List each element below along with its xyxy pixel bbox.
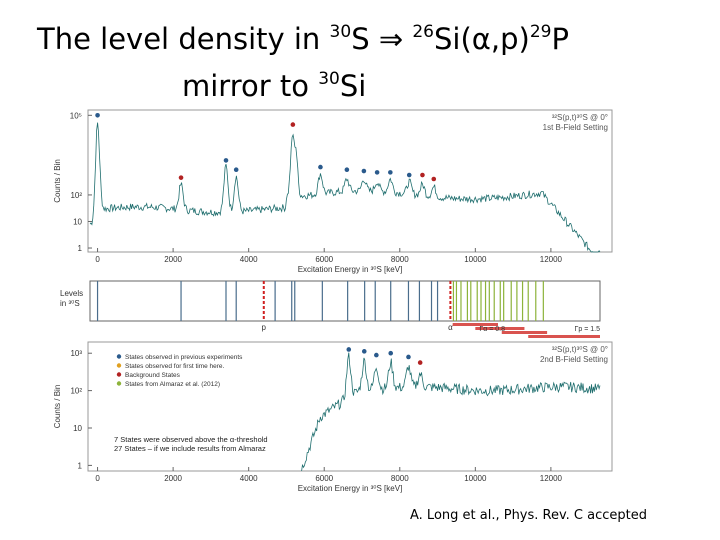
y-tick-label: 10 — [73, 217, 82, 226]
alpha-threshold-label: α — [448, 323, 453, 332]
legend-entry: Background States — [125, 372, 181, 379]
y-tick-label: 10⁵ — [70, 111, 82, 120]
citation: A. Long et al., Phys. Rev. C accepted — [410, 508, 647, 523]
title-line-2: mirror to 30Si — [0, 59, 620, 106]
previous-state-marker — [344, 167, 350, 173]
mass-number: 30 — [329, 22, 352, 42]
legend-entry: States observed for first time here. — [125, 363, 225, 370]
x-tick-label: 0 — [95, 474, 100, 483]
mass-number: 30 — [318, 69, 340, 89]
gamma-proton-label: Γp = 1.5 — [575, 326, 601, 333]
legend-entry: States observed in previous experiments — [125, 354, 243, 361]
title-text: P — [551, 22, 569, 56]
previous-state-marker — [361, 349, 367, 354]
x-tick-label: 4000 — [240, 255, 258, 264]
x-axis-label: Excitation Energy in ³⁰S [keV] — [298, 484, 403, 493]
level-scheme-label: Levels — [60, 289, 83, 298]
x-tick-label: 12000 — [540, 474, 563, 483]
observation-note: 27 States – if we include results from A… — [114, 444, 266, 453]
panel-annotation: 1st B-Field Setting — [543, 123, 608, 132]
previous-state-marker — [374, 170, 380, 175]
title-line-1: The level density in 30S ⇒ 26Si(α,p)29P — [0, 12, 620, 59]
panel-annotation: ³²S(p,t)³⁰S @ 0° — [552, 345, 608, 354]
resonance-width-bar — [528, 335, 600, 338]
y-tick-label: 10 — [73, 424, 82, 433]
title-reaction: Si(α,p) — [434, 22, 530, 56]
background-state-marker — [178, 175, 184, 180]
panel-annotation: 2nd B-Field Setting — [540, 355, 608, 364]
gamma-alpha-label: Γα = 0.8 — [479, 326, 505, 333]
legend-marker — [116, 354, 122, 359]
background-state-marker — [290, 122, 296, 127]
background-state-marker — [420, 172, 425, 178]
panel-annotation: ³²S(p,t)³⁰S @ 0° — [552, 113, 608, 122]
x-tick-label: 10000 — [464, 474, 487, 483]
x-axis-label: Excitation Energy in ³⁰S [keV] — [298, 265, 403, 274]
previous-state-marker — [361, 168, 367, 174]
slide-title: The level density in 30S ⇒ 26Si(α,p)29P … — [0, 12, 620, 106]
plot-frame — [87, 341, 613, 472]
y-tick-label: 1 — [78, 244, 83, 253]
previous-state-marker — [223, 158, 229, 163]
x-tick-label: 4000 — [240, 474, 258, 483]
y-tick-label: 10² — [70, 387, 82, 396]
x-tick-label: 2000 — [164, 255, 182, 264]
previous-state-marker — [374, 352, 379, 358]
observation-note: 7 States were observed above the α-thres… — [114, 435, 268, 444]
previous-state-marker — [346, 347, 352, 352]
y-tick-label: 10² — [70, 191, 82, 200]
resonance-width-bar — [501, 331, 548, 334]
previous-state-marker — [406, 354, 411, 360]
title-text: mirror to — [182, 69, 319, 103]
previous-state-marker — [95, 113, 100, 118]
legend-marker — [116, 381, 122, 386]
mass-number: 26 — [412, 22, 434, 42]
x-tick-label: 6000 — [315, 474, 333, 483]
mass-number: 29 — [529, 22, 552, 42]
proton-threshold-label: p — [262, 323, 267, 332]
x-tick-label: 2000 — [164, 474, 182, 483]
background-state-marker — [417, 360, 423, 365]
x-tick-label: 8000 — [391, 255, 409, 264]
previous-state-marker — [318, 164, 323, 170]
x-tick-label: 12000 — [540, 255, 563, 264]
x-tick-label: 6000 — [315, 255, 333, 264]
legend-marker — [116, 363, 122, 368]
spectrum-trace — [89, 122, 601, 253]
level-scheme-frame — [89, 280, 601, 322]
previous-state-marker — [388, 170, 393, 175]
spectrum-trace — [301, 352, 601, 472]
resonance-width-bar — [452, 323, 498, 326]
legend-marker — [116, 372, 122, 377]
plot-frame — [87, 109, 613, 253]
y-axis-label: Counts / Bin — [53, 385, 62, 429]
implies-arrow-icon: ⇒ — [378, 22, 404, 56]
title-text: Si — [339, 69, 367, 103]
x-tick-label: 10000 — [464, 255, 487, 264]
level-scheme-label: in ³⁰S — [60, 299, 80, 308]
previous-state-marker — [233, 167, 239, 173]
previous-state-marker — [406, 172, 412, 178]
y-axis-label: Counts / Bin — [53, 159, 62, 203]
legend-entry: States from Almaraz et al. (2012) — [125, 381, 220, 388]
previous-state-marker — [388, 350, 394, 356]
title-text: S — [351, 22, 379, 56]
y-tick-label: 10³ — [70, 349, 82, 358]
x-tick-label: 0 — [95, 255, 100, 264]
background-state-marker — [431, 176, 437, 182]
y-tick-label: 1 — [78, 461, 83, 470]
x-tick-label: 8000 — [391, 474, 409, 483]
resonance-width-bar — [475, 327, 525, 330]
title-text: The level density in — [37, 22, 330, 56]
